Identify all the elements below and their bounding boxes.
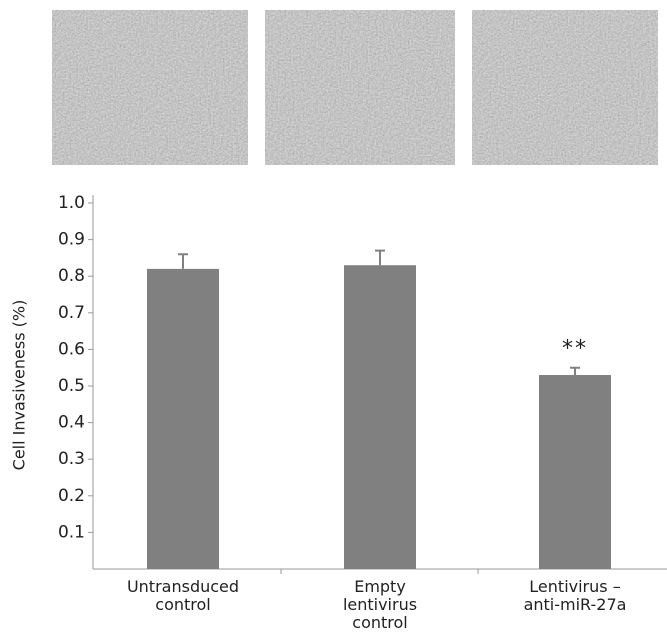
page: Cell Invasiveness (%) 0.1 0.2 0.3 0.4 0.5 0.6… — [0, 0, 667, 615]
annotation: ** — [562, 337, 588, 362]
y-tick-label: 1.0 — [58, 193, 85, 213]
error-bar — [570, 368, 580, 375]
x-tick-label: Lentivirus – anti-miR-27a — [518, 578, 633, 614]
bar — [344, 265, 416, 569]
y-tick-label: 0.2 — [58, 486, 85, 506]
x-tick-label: Empty lentivirus control — [340, 578, 420, 632]
y-tick-label: 0.4 — [58, 413, 85, 433]
micrograph — [52, 10, 248, 165]
bar — [147, 269, 219, 569]
y-tick-label: 0.7 — [58, 303, 85, 323]
chart: Cell Invasiveness (%) 0.1 0.2 0.3 0.4 0.5 0.6… — [0, 0, 667, 615]
y-tick-label: 0.1 — [58, 522, 85, 542]
x-tick-label: Untransduced control — [118, 578, 248, 614]
error-bar — [178, 254, 188, 269]
y-tick-label: 0.6 — [58, 339, 85, 359]
bar — [539, 375, 611, 569]
y-tick-label: 0.8 — [58, 266, 85, 286]
y-tick-label: 0.5 — [58, 376, 85, 396]
y-tick-label: 0.3 — [58, 449, 85, 469]
micrograph — [265, 10, 455, 165]
y-axis-label: Cell Invasiveness (%) — [10, 300, 29, 471]
y-tick-label: 0.9 — [58, 230, 85, 250]
micrograph — [472, 10, 658, 165]
error-bar — [375, 251, 385, 266]
